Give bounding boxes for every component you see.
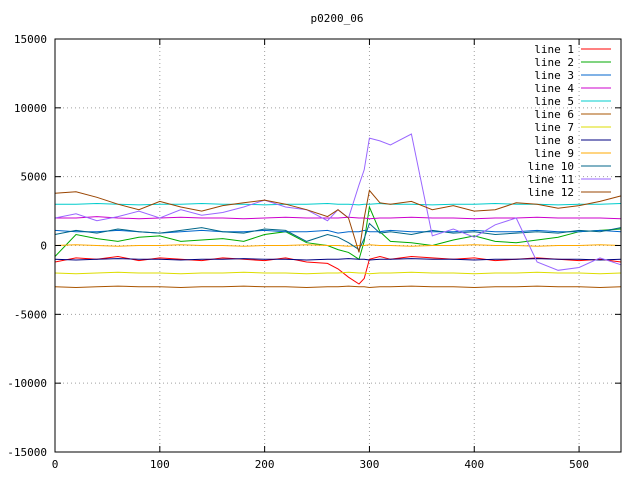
x-tick-label: 0 [52, 458, 59, 471]
legend-label: line 2 [534, 56, 574, 69]
series-line-4 [55, 216, 622, 220]
y-tick-label: -15000 [7, 446, 47, 459]
series-line-8 [54, 258, 622, 261]
series-line-2 [54, 205, 622, 261]
series-line-12 [54, 189, 622, 253]
x-tick-label: 200 [255, 458, 275, 471]
x-tick-label: 100 [150, 458, 170, 471]
y-tick-label: -5000 [14, 308, 47, 321]
legend-label: line 11 [528, 173, 574, 186]
series-line-6 [54, 285, 622, 289]
legend-label: line 1 [534, 43, 574, 56]
axis-ticks: 0 100 200 300 400 500 -15000 -10000 -5000 0 5000 10… [7, 33, 621, 471]
y-tick-label: 15000 [14, 33, 47, 46]
y-tick-label: 10000 [14, 102, 47, 115]
x-tick-label: 500 [569, 458, 589, 471]
y-tick-label: -10000 [7, 377, 47, 390]
series-line-7 [54, 271, 622, 275]
grid [55, 39, 621, 452]
legend-label: line 8 [534, 134, 574, 147]
x-tick-label: 300 [360, 458, 380, 471]
series-line-10 [54, 222, 622, 251]
legend-label: line 5 [534, 95, 574, 108]
series-line-9 [54, 244, 622, 247]
chart-title: p0200_06 [311, 12, 364, 25]
legend-label: line 3 [534, 69, 574, 82]
series-group [54, 133, 622, 289]
series-line-11 [54, 133, 622, 271]
legend-label: line 12 [528, 186, 574, 199]
x-tick-label: 400 [464, 458, 484, 471]
legend-label: line 6 [534, 108, 574, 121]
legend-label: line 9 [534, 147, 574, 160]
legend-label: line 4 [534, 82, 574, 95]
legend-label: line 10 [528, 160, 574, 173]
y-tick-label: 0 [40, 240, 47, 253]
legend-label: line 7 [534, 121, 574, 134]
y-tick-label: 5000 [21, 171, 48, 184]
